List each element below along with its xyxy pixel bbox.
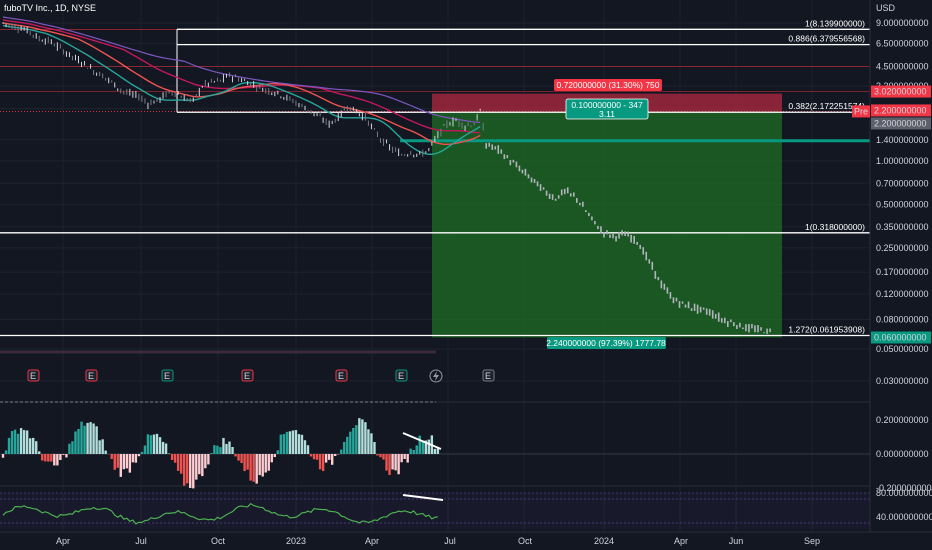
price-tick-label: 6.500000000 [876, 38, 929, 48]
take-profit-zone[interactable] [432, 111, 782, 338]
oscillator-2-tick: 80.000000000 [876, 488, 932, 498]
time-scale[interactable]: Apr Jul Oct 2023 Apr Jul Oct 2024 Apr Jun Sep [56, 536, 820, 546]
divergence-line [402, 494, 444, 501]
fib-level-label: 0.382(2.172251574) [788, 101, 865, 111]
current-label-box [565, 98, 649, 120]
candlestick-series [2, 22, 771, 334]
time-tick-label: Apr [56, 536, 70, 546]
price-tick-label: 0.500000000 [876, 199, 929, 209]
time-tick-label: Jul [135, 536, 147, 546]
stop-loss-label: 0.720000000 (31.30%) 750 [554, 79, 662, 91]
time-tick-label: 2023 [286, 536, 306, 546]
ma-short-line [2, 24, 481, 155]
earnings-event-marker: E [335, 369, 348, 382]
time-tick-label: Apr [674, 536, 688, 546]
earnings-event-marker: E [85, 369, 98, 382]
oscillator-1-tick: 0.200000000 [876, 415, 929, 425]
price-tick-label: 1.000000000 [876, 156, 929, 166]
fib-level-label: 1.272(0.061953908) [788, 324, 865, 334]
price-tick-label: 0.050000000 [876, 344, 929, 354]
fib-level-label: 1(0.318000000) [805, 222, 865, 232]
stop-label-text: 0.720000000 (31.30%) 750 [556, 80, 659, 90]
price-badge [871, 117, 931, 130]
alert-icon[interactable] [429, 369, 443, 383]
oscillator-1-tick: -0.200000000 [876, 483, 932, 493]
ma-xlong-line [2, 16, 481, 123]
target-label: 2.240000000 (97.39%) 1777.78 [546, 337, 666, 349]
current-label-line2: 3.11 [599, 109, 615, 119]
price-tick-label: 1.400000000 [876, 135, 929, 145]
price-tick-label: 0.080000000 [876, 314, 929, 324]
svg-text:E: E [485, 371, 491, 381]
svg-text:E: E [88, 371, 94, 381]
fib-level-label: 1(8.139900000) [805, 18, 865, 28]
pre-market-tag-text: Pre [854, 106, 868, 116]
rsi-line [2, 502, 438, 525]
price-tick-label: 0.250000000 [876, 243, 929, 253]
price-tick-label: 0.030000000 [876, 376, 929, 386]
price-badge [871, 104, 931, 117]
svg-text:E: E [244, 371, 250, 381]
time-tick-label: Sep [804, 536, 820, 546]
oscillator-2-tick: 40.000000000 [876, 512, 932, 522]
fibonacci-levels[interactable]: 1(8.139900000) 0.886(6.379556568) 0.382(2.… [0, 18, 870, 337]
current-label-line1: 0.100000000 - 347 [571, 100, 643, 110]
stop-label-box [554, 79, 662, 91]
time-tick-label: Oct [518, 536, 533, 546]
pre-market-tag [852, 105, 870, 118]
time-tick-label: 2024 [594, 536, 614, 546]
ma-mid-line [2, 22, 481, 146]
oscillator-1-tick: 0.000000000 [876, 449, 929, 459]
time-tick-label: Oct [211, 536, 226, 546]
price-tick-label: 4.500000000 [876, 62, 929, 72]
time-tick-label: Jun [729, 536, 744, 546]
earnings-event-marker: E [161, 369, 174, 382]
price-badge-text: 2.200000000 [874, 105, 927, 115]
svg-text:E: E [30, 371, 36, 381]
target-label-box [547, 337, 666, 349]
oscillator-2-scale[interactable]: 80.000000000 40.000000000 [876, 488, 932, 522]
price-badge-text: 2.200000000 [874, 118, 927, 128]
price-tick-label: 0.170000000 [876, 267, 929, 277]
oscillator-1-scale[interactable]: 0.200000000 0.000000000 -0.200000000 [876, 415, 932, 493]
current-pl-label: 0.100000000 - 347 3.11 [565, 98, 649, 120]
currency-label: USD [876, 3, 896, 13]
earnings-event-marker: E [241, 369, 254, 382]
earnings-event-marker: E [395, 369, 408, 382]
price-badge [871, 331, 931, 344]
price-badge-text: 0.060000000 [874, 332, 927, 342]
price-badges: 3.020000000 2.200000000 2.200000000 0.06000… [852, 85, 931, 344]
price-tick-label: 0.350000000 [876, 222, 929, 232]
price-tick-label: 0.700000000 [876, 178, 929, 188]
chart-title: fuboTV Inc., 1D, NYSE [4, 3, 96, 13]
rsi-oscillator [0, 492, 870, 529]
price-tick-label: 9.000000000 [876, 18, 929, 28]
time-tick-label: Jul [444, 536, 456, 546]
time-tick-label: Apr [365, 536, 379, 546]
divergence-line [402, 432, 442, 450]
price-badge [871, 85, 931, 98]
svg-text:E: E [164, 371, 170, 381]
price-tick-label: 0.120000000 [876, 289, 929, 299]
target-label-text: 2.240000000 (97.39%) 1777.78 [546, 338, 666, 348]
moving-averages [2, 16, 481, 155]
svg-text:E: E [398, 371, 404, 381]
earnings-event-marker: E [482, 369, 495, 382]
earnings-event-marker: E [27, 369, 40, 382]
price-badge-text: 3.020000000 [874, 87, 927, 97]
momentum-oscillator [0, 418, 870, 489]
fib-level-label: 0.886(6.379556568) [788, 34, 865, 44]
svg-text:E: E [338, 371, 344, 381]
